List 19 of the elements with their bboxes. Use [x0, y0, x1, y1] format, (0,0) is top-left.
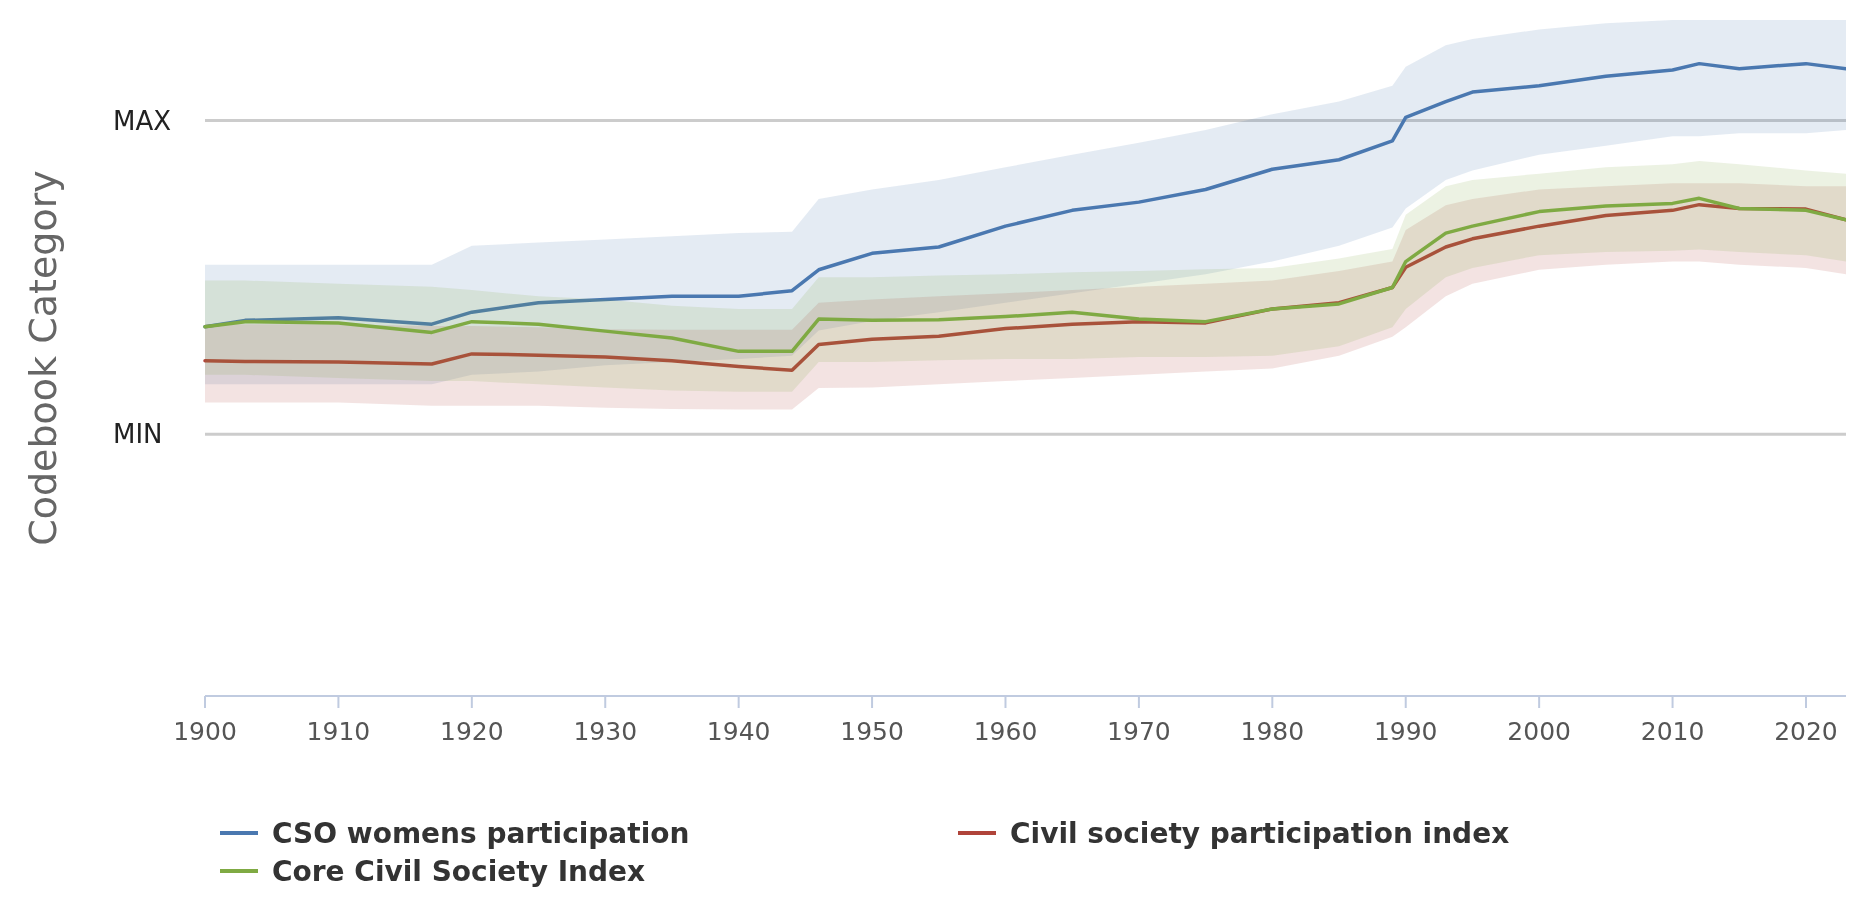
legend-label: Civil society participation index [1010, 816, 1510, 850]
legend-label: CSO womens participation [272, 816, 690, 850]
x-tick-label: 1990 [1373, 717, 1438, 746]
x-tick-label: 1930 [573, 717, 638, 746]
x-tick-label: 1900 [173, 717, 237, 746]
x-tick-label: 1950 [840, 717, 904, 746]
x-tick-label: 2010 [1640, 717, 1705, 746]
ref-line-label: MAX [113, 105, 172, 136]
x-tick-label: 1970 [1107, 717, 1171, 746]
x-tick-label: 1940 [706, 717, 771, 746]
x-tick-label: 1960 [973, 717, 1038, 746]
ref-line-label: MIN [113, 419, 163, 450]
x-tick-label: 1980 [1240, 717, 1305, 746]
legend-label: Core Civil Society Index [272, 854, 646, 888]
x-tick-label: 1920 [440, 717, 504, 746]
x-tick-label: 2020 [1774, 717, 1838, 746]
x-tick-label: 1910 [306, 717, 371, 746]
x-tick-label: 2000 [1507, 717, 1571, 746]
y-axis-title: Codebook Category [21, 170, 65, 546]
